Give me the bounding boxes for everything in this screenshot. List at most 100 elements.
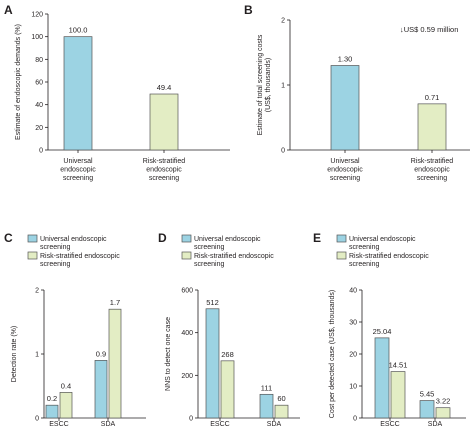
legend-label: Risk-stratified endoscopic (349, 253, 429, 260)
data-label: 0.9 (96, 349, 106, 358)
bar (330, 65, 360, 151)
legend-label: screening (40, 244, 70, 251)
y-tick-label: 0 (39, 148, 43, 155)
bar (108, 308, 122, 419)
data-label: 14.51 (389, 361, 408, 370)
y-tick-label: 1 (35, 352, 39, 359)
panel-label: E (313, 231, 321, 245)
bar (435, 407, 451, 419)
bar (390, 371, 406, 419)
legend-label: Universal endoscopic (349, 236, 416, 243)
bar (205, 308, 220, 419)
panel-label: B (244, 3, 253, 17)
category-label: SDA (101, 421, 116, 428)
data-label: 0.71 (425, 93, 440, 102)
category-label: screening (330, 175, 360, 182)
y-axis-label: Estimate of endoscopic demands (%) (15, 24, 22, 140)
category-label: Risk-stratified (143, 158, 186, 165)
legend-swatch (27, 234, 38, 243)
legend-swatch (336, 234, 347, 243)
y-axis-label: Cost per detected case (US$, thousands) (329, 290, 336, 418)
legend-label: Risk-stratified endoscopic (194, 253, 274, 260)
panel-label: C (4, 231, 13, 245)
data-label: 25.04 (373, 327, 392, 336)
panel-c: C 0 1 2 Detection rate (%) 0.2 0.4 ESCC 0.9 1.7 SD… (4, 231, 146, 428)
y-tick-label: 600 (181, 288, 193, 295)
category-label: endoscopic (60, 167, 96, 174)
y-tick-label: 100 (31, 34, 43, 41)
y-tick-label: 200 (181, 373, 193, 380)
legend-swatch (181, 234, 192, 243)
legend-label: screening (349, 244, 379, 251)
bar (59, 392, 73, 419)
data-label: 60 (277, 394, 285, 403)
y-tick-label: 40 (35, 102, 43, 109)
category-label: screening (149, 175, 179, 182)
data-label: 512 (206, 298, 219, 307)
category-label: ESCC (210, 421, 229, 428)
data-label: 1.30 (338, 55, 353, 64)
bar (417, 103, 447, 151)
legend-label: screening (40, 261, 70, 268)
y-tick-label: 0 (35, 416, 39, 423)
y-tick-label: 0 (353, 416, 357, 423)
legend-label: screening (194, 244, 224, 251)
y-tick-label: 1 (281, 83, 285, 90)
y-tick-label: 10 (349, 384, 357, 391)
category-label: SDA (428, 421, 443, 428)
panel-label: A (4, 3, 13, 17)
data-label: 5.45 (420, 390, 435, 399)
bar (94, 360, 108, 419)
data-label: 111 (261, 383, 272, 392)
y-tick-label: 80 (35, 57, 43, 64)
y-tick-label: 30 (349, 320, 357, 327)
y-axis-label: NNS to detect one case (165, 317, 172, 391)
category-label: endoscopic (414, 167, 450, 174)
bar (45, 404, 59, 419)
y-tick-label: 2 (281, 18, 285, 25)
y-tick-label: 20 (349, 352, 357, 359)
data-label: 0.2 (47, 394, 57, 403)
legend-swatch (27, 251, 38, 260)
category-label: ESCC (380, 421, 399, 428)
category-label: screening (417, 175, 447, 182)
panel-b: B 0 1 2 Estimate of total screening costs (US… (244, 3, 470, 182)
legend-label: Risk-stratified endoscopic (40, 253, 120, 260)
category-label: endoscopic (327, 167, 363, 174)
legend-swatch (181, 251, 192, 260)
panel-label: D (158, 231, 167, 245)
y-tick-label: 2 (35, 288, 39, 295)
category-label: Universal (330, 158, 360, 165)
bar (419, 400, 435, 419)
category-label: ESCC (49, 421, 68, 428)
category-label: Universal (63, 158, 93, 165)
panel-a: A 0 20 40 60 80 100 120 Estimate of endoscopic d… (4, 3, 230, 182)
data-label: 49.4 (157, 83, 172, 92)
y-tick-label: 40 (349, 288, 357, 295)
legend-swatch (336, 251, 347, 260)
y-tick-label: 0 (189, 416, 193, 423)
y-axis-label: Detection rate (%) (11, 326, 18, 382)
legend-label: Universal endoscopic (40, 236, 107, 243)
panel-e: E 0 10 20 30 40 Cost per detected case (US$, t… (313, 231, 466, 428)
data-label: 0.4 (61, 381, 71, 390)
data-label: 268 (221, 350, 234, 359)
category-label: SDA (267, 421, 282, 428)
y-axis-label: (US$, thousands) (265, 58, 272, 112)
bar (274, 404, 289, 419)
y-tick-label: 60 (35, 80, 43, 87)
legend-label: Universal endoscopic (194, 236, 261, 243)
bar (63, 36, 93, 151)
annotation: ↓US$ 0.59 million (400, 25, 458, 34)
y-tick-label: 20 (35, 125, 43, 132)
data-label: 3.22 (436, 397, 451, 406)
category-label: Risk-stratified (411, 158, 454, 165)
y-axis-label: Estimate of total screening costs (257, 34, 264, 135)
category-label: endoscopic (146, 167, 182, 174)
data-label: 100.0 (69, 26, 88, 35)
category-label: screening (63, 175, 93, 182)
bar (220, 360, 235, 419)
data-label: 1.7 (110, 298, 120, 307)
y-tick-label: 400 (181, 330, 193, 337)
